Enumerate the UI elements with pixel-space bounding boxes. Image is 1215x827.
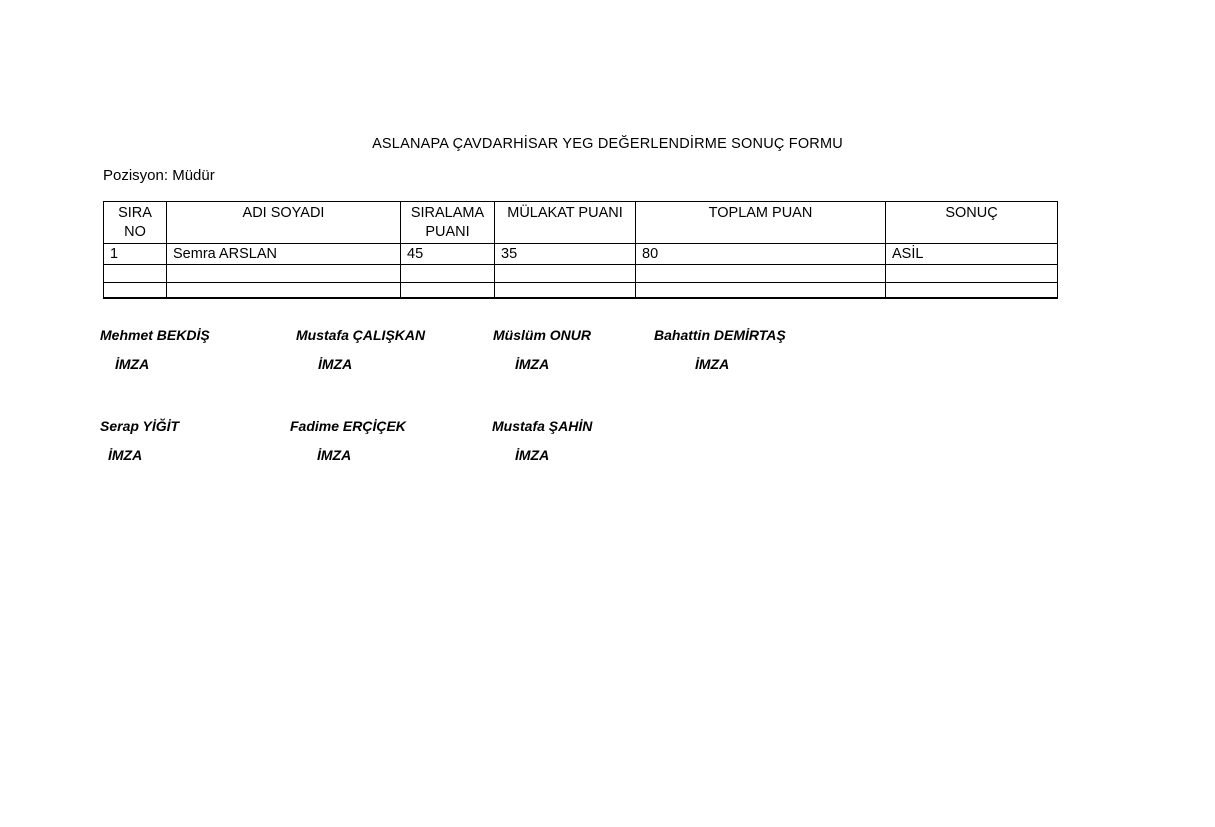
table-row-empty <box>103 263 1058 283</box>
column-header-toplam-puan: TOPLAM PUAN <box>635 201 886 244</box>
cell-mulakat-puani: 35 <box>494 242 636 265</box>
column-header-mulakat-puani: MÜLAKAT PUANI <box>494 201 636 244</box>
column-header-adi-soyadi: ADI SOYADI <box>166 201 401 244</box>
results-table: SIRA NO ADI SOYADI SIRALAMA PUANI MÜLAKA… <box>103 201 1058 300</box>
cell-adi-soyadi: Semra ARSLAN <box>166 242 401 265</box>
cell-sonuc <box>885 281 1058 300</box>
cell-adi-soyadi <box>166 281 401 300</box>
signature-name: Fadime ERÇİÇEK <box>290 418 406 434</box>
table-header-row: SIRA NO ADI SOYADI SIRALAMA PUANI MÜLAKA… <box>103 201 1058 244</box>
cell-toplam-puan: 80 <box>635 242 886 265</box>
signature-name: Müslüm ONUR <box>493 327 591 343</box>
cell-toplam-puan <box>635 281 886 300</box>
signature-imza-label: İMZA <box>515 356 550 372</box>
signature-name: Bahattin DEMİRTAŞ <box>654 327 786 343</box>
table-row: 1 Semra ARSLAN 45 35 80 ASİL <box>103 242 1058 265</box>
table-row-empty <box>103 281 1058 300</box>
signature-imza-label: İMZA <box>317 447 352 463</box>
position-label: Pozisyon: Müdür <box>103 167 215 184</box>
signature-imza-label: İMZA <box>695 356 730 372</box>
cell-siralama-puani <box>400 281 495 300</box>
signature-name: Mustafa ŞAHİN <box>492 418 593 434</box>
cell-sonuc <box>885 263 1058 283</box>
signature-imza-label: İMZA <box>115 356 150 372</box>
cell-adi-soyadi <box>166 263 401 283</box>
signature-name: Mustafa ÇALIŞKAN <box>296 327 426 343</box>
signature-imza-label: İMZA <box>108 447 143 463</box>
cell-toplam-puan <box>635 263 886 283</box>
cell-sira-no <box>103 281 167 300</box>
cell-sira-no <box>103 263 167 283</box>
signature-name: Mehmet BEKDİŞ <box>100 327 210 343</box>
signature-name: Serap YİĞİT <box>100 418 180 434</box>
signature-imza-label: İMZA <box>318 356 353 372</box>
cell-mulakat-puani <box>494 263 636 283</box>
cell-siralama-puani <box>400 263 495 283</box>
column-header-sira-no: SIRA NO <box>103 201 167 244</box>
cell-sira-no: 1 <box>103 242 167 265</box>
cell-sonuc: ASİL <box>885 242 1058 265</box>
column-header-sonuc: SONUÇ <box>885 201 1058 244</box>
cell-siralama-puani: 45 <box>400 242 495 265</box>
signature-imza-label: İMZA <box>515 447 550 463</box>
column-header-siralama-puani: SIRALAMA PUANI <box>400 201 495 244</box>
document-title: ASLANAPA ÇAVDARHİSAR YEG DEĞERLENDİRME S… <box>372 136 843 152</box>
cell-mulakat-puani <box>494 281 636 300</box>
